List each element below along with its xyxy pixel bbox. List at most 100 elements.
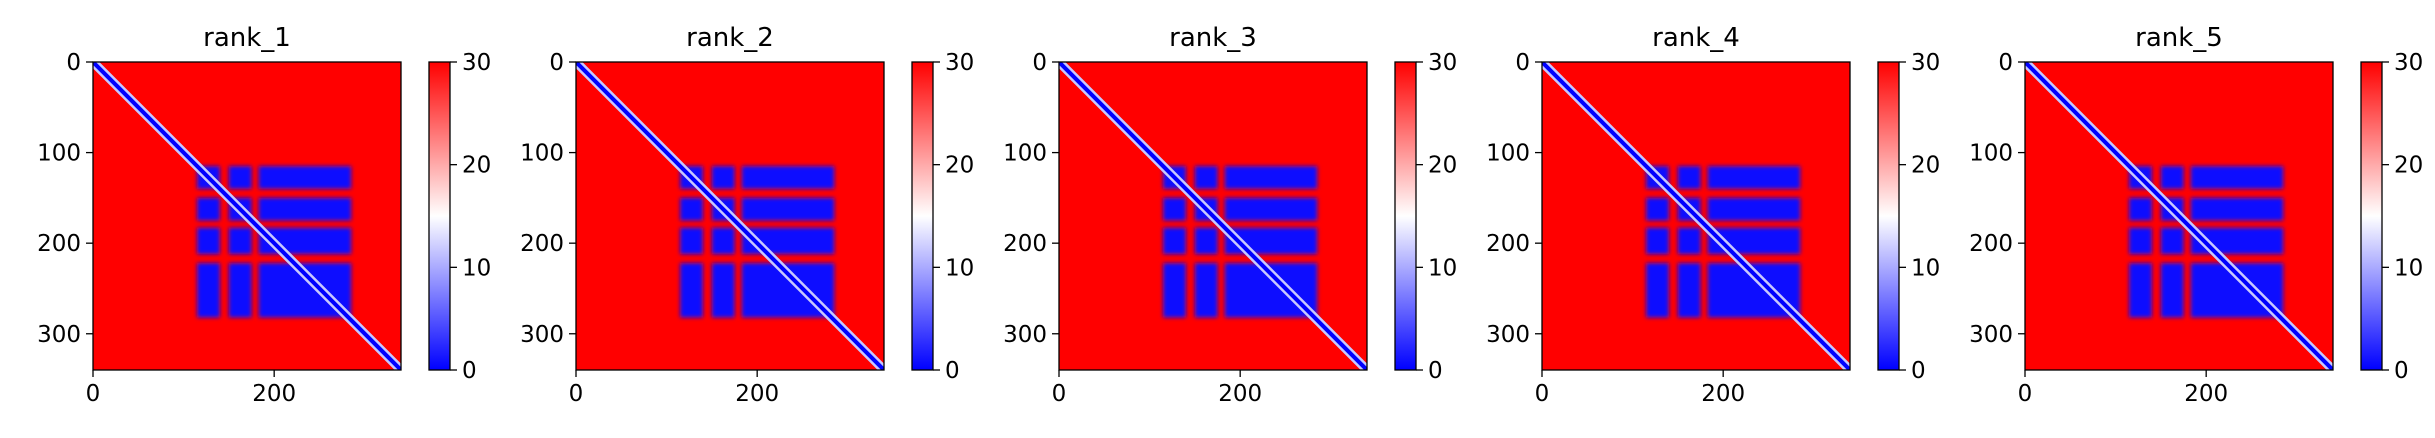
heatmap-block-10 [197,263,220,318]
chart-title: rank_2 [686,23,774,53]
heatmap-block-3 [741,166,835,189]
plot-frame [575,61,885,371]
x-tick-label: 0 [86,381,101,407]
colorbar [911,61,934,371]
heatmap-diagonal [2025,62,2333,370]
y-tick-label: 0 [1998,50,2013,76]
y-tick-label: 0 [66,50,81,76]
colorbar-tick-label: 20 [945,153,974,179]
y-tick-label: 300 [37,322,81,348]
y-tick-label: 200 [1003,231,1047,257]
colorbar-tick-label: 10 [462,255,491,281]
y-tick-label: 300 [1969,322,2013,348]
y-tick-label: 100 [1486,141,1530,167]
colorbar-tick-label: 20 [2394,153,2423,179]
heatmap-block-10 [1163,263,1186,318]
heatmap-block-11 [1677,263,1701,318]
heatmap-block-2 [1194,166,1218,189]
colorbar-tick-label: 10 [1911,255,1940,281]
colorbar-tick-label: 30 [462,50,491,76]
chart-title: rank_5 [2135,23,2223,53]
heatmap-block-2 [2160,166,2184,189]
chart-title: rank_1 [203,23,291,53]
heatmap-low-blocks [2129,166,2284,318]
heatmap-block-8 [711,227,735,255]
colorbar-tick-label: 0 [462,358,477,384]
heatmap-block-11 [228,263,252,318]
colorbar-tick-label: 0 [1428,358,1443,384]
heatmap-panel-2: rank_2 0 200 0 100 200 300 0 10 20 30 [520,23,974,407]
heatmap-diagonal [576,62,884,370]
heatmap-low-blocks [680,166,835,318]
heatmap-block-10 [1646,263,1669,318]
colorbar-tick-label: 10 [1428,255,1457,281]
heatmap-block-7 [1163,227,1186,255]
heatmap-block-4 [2129,197,2152,221]
heatmap-panel-4: rank_4 0 200 0 100 200 300 0 10 20 30 [1486,23,1940,407]
colorbar-tick-label: 20 [1911,153,1940,179]
y-tick-label: 0 [1032,50,1047,76]
heatmap-block-2 [1677,166,1701,189]
colorbar-tick-label: 20 [462,153,491,179]
x-tick-label: 0 [1535,381,1550,407]
chart-title: rank_3 [1169,23,1257,53]
x-tick-label: 200 [1218,381,1262,407]
x-tick-label: 0 [2018,381,2033,407]
heatmap-panel-3: rank_3 0 200 0 100 200 300 0 10 20 30 [1003,23,1457,407]
heatmap-block-3 [258,166,352,189]
colorbar-tick-label: 0 [945,358,960,384]
heatmap-block-7 [2129,227,2152,255]
x-tick-label: 200 [1701,381,1745,407]
heatmap-block-6 [741,197,835,221]
heatmap-body [93,62,401,370]
x-tick-label: 0 [569,381,584,407]
y-tick-label: 300 [1486,322,1530,348]
colorbar-tick-label: 30 [945,50,974,76]
colorbar-tick-label: 0 [1911,358,1926,384]
heatmap-block-6 [2190,197,2284,221]
heatmap-block-2 [711,166,735,189]
heatmap-body [576,62,884,370]
colorbar-tick-label: 30 [2394,50,2423,76]
y-tick-label: 100 [37,141,81,167]
y-tick-label: 300 [1003,322,1047,348]
heatmap-block-7 [197,227,220,255]
heatmap-diagonal [93,62,401,370]
colorbar-tick-label: 30 [1428,50,1457,76]
colorbar [2360,61,2383,371]
heatmap-block-2 [228,166,252,189]
heatmap-block-4 [197,197,220,221]
heatmap-block-3 [1224,166,1318,189]
x-tick-label: 200 [2184,381,2228,407]
heatmap-panel-1: rank_1 0 200 0 100 200 300 0 10 20 30 [37,23,491,407]
heatmap-block-8 [228,227,252,255]
y-tick-label: 100 [1969,141,2013,167]
heatmap-body [1059,62,1367,370]
heatmap-block-8 [1677,227,1701,255]
colorbar-tick-label: 20 [1428,153,1457,179]
heatmap-block-7 [1646,227,1669,255]
y-tick-label: 300 [520,322,564,348]
x-tick-label: 0 [1052,381,1067,407]
heatmap-block-4 [1646,197,1669,221]
heatmap-block-6 [1707,197,1801,221]
y-tick-label: 200 [1969,231,2013,257]
heatmap-block-11 [711,263,735,318]
x-tick-label: 200 [735,381,779,407]
y-tick-label: 200 [37,231,81,257]
heatmap-block-8 [2160,227,2184,255]
heatmap-diagonal [1059,62,1367,370]
colorbar-tick-label: 10 [2394,255,2423,281]
heatmap-block-6 [1224,197,1318,221]
colorbar-tick-label: 0 [2394,358,2409,384]
y-tick-label: 200 [1486,231,1530,257]
heatmap-block-10 [680,263,703,318]
heatmap-diagonal [1542,62,1850,370]
colorbar [1394,61,1417,371]
y-tick-label: 0 [549,50,564,76]
heatmap-block-3 [2190,166,2284,189]
y-tick-label: 0 [1515,50,1530,76]
heatmap-block-11 [2160,263,2184,318]
plot-frame [1058,61,1368,371]
